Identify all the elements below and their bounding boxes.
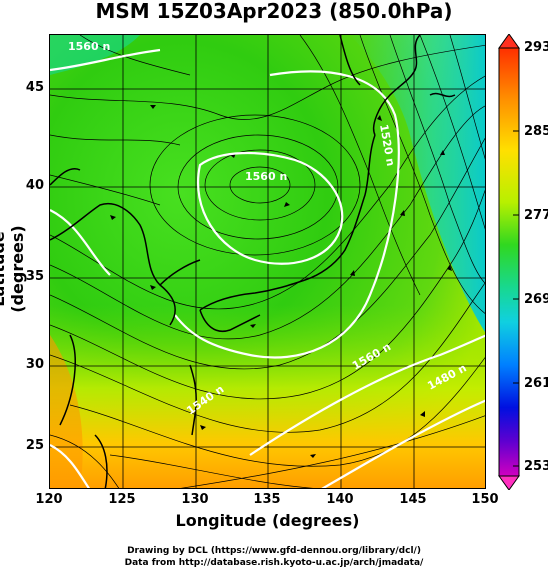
warm-south-band xyxy=(50,305,485,488)
colorbar-label: 261 xyxy=(524,376,548,391)
wind-streamlines xyxy=(50,35,485,488)
temperature-map: 1560 n 1560 n 1520 n 1560 n 1480 n 1540 … xyxy=(50,35,485,488)
height-contours xyxy=(50,48,485,488)
wind-arrowheads xyxy=(110,105,452,458)
map-plot-area: 1560 n 1560 n 1520 n 1560 n 1480 n 1540 … xyxy=(49,34,486,489)
colorbar-label: 269 xyxy=(524,292,548,307)
coastlines xyxy=(50,35,456,488)
x-tick-label: 135 xyxy=(253,492,281,507)
map-title: MSM 15Z03Apr2023 (850.0hPa) xyxy=(95,0,453,23)
x-tick-label: 120 xyxy=(35,492,63,507)
colorbar-min-arrow xyxy=(498,475,520,490)
colorbar-label: 285 xyxy=(524,124,548,139)
y-tick-label: 30 xyxy=(25,357,44,372)
x-tick-label: 140 xyxy=(326,492,354,507)
colorbar-ticks xyxy=(513,47,519,467)
y-tick-label: 45 xyxy=(25,80,44,95)
colorbar-max-arrow xyxy=(498,34,520,49)
contour-label-north: 1560 n xyxy=(68,40,110,53)
x-tick-label: 150 xyxy=(471,492,499,507)
colorbar-label: 253 xyxy=(524,459,548,474)
footer-credit-data: Data from http://database.rish.kyoto-u.a… xyxy=(124,558,424,568)
colorbar xyxy=(498,34,520,490)
x-tick-label: 145 xyxy=(399,492,427,507)
y-tick-label: 35 xyxy=(25,269,44,284)
colorbar-gradient xyxy=(498,47,520,477)
x-axis-label: Longitude (degrees) xyxy=(175,511,360,530)
cool-northwest-region xyxy=(50,35,140,75)
contour-label-center: 1560 n xyxy=(245,170,287,183)
colorbar-label: 277 xyxy=(524,208,548,223)
footer-credit-drawing: Drawing by DCL (https://www.gfd-dennou.o… xyxy=(127,546,421,556)
cool-east-region xyxy=(350,35,485,332)
colorbar-label: 293 xyxy=(524,40,548,55)
x-tick-label: 130 xyxy=(181,492,209,507)
y-tick-label: 40 xyxy=(25,178,44,193)
y-tick-label: 25 xyxy=(25,438,44,453)
x-tick-label: 125 xyxy=(108,492,136,507)
